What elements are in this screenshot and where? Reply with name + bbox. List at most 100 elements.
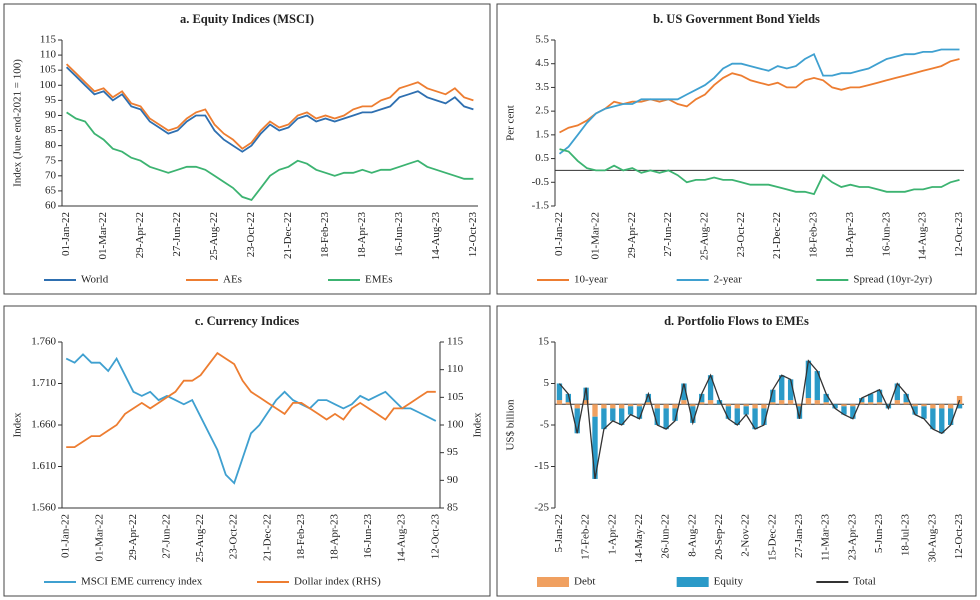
x-tick-label: 18-Feb-23 <box>295 514 307 560</box>
bar <box>627 406 634 415</box>
bar <box>770 389 776 403</box>
y-tick-label: 1.660 <box>31 419 56 431</box>
bar <box>672 404 678 409</box>
bar <box>947 404 954 409</box>
y-tick-label: -0.5 <box>532 176 550 188</box>
bar <box>681 400 687 405</box>
y2-tick-label: 105 <box>447 391 464 403</box>
x-tick-label: 21-Dec-22 <box>261 514 273 561</box>
y-tick-label: 3.5 <box>535 81 549 93</box>
bar <box>707 400 714 405</box>
bar <box>779 400 785 405</box>
x-tick-label: 27-Jun-22 <box>171 212 183 257</box>
series-line <box>559 148 960 196</box>
x-tick-label: 14-May-22 <box>633 514 645 564</box>
x-tick-label: 5-Jan-22 <box>553 514 565 553</box>
bar <box>565 402 572 405</box>
x-tick-label: 25-Aug-22 <box>194 514 206 562</box>
bar <box>743 404 749 407</box>
chart-title: d. Portfolio Flows to EMEs <box>664 314 809 328</box>
x-tick-label: 01-Mar-22 <box>589 212 601 259</box>
bar <box>592 416 598 479</box>
panel: b. US Government Bond Yields -1.5 -0.5 0.5 1… <box>496 3 977 295</box>
y-tick-label: -25 <box>534 502 549 514</box>
y-tick-label: 65 <box>45 184 57 196</box>
y2-tick-label: 95 <box>447 446 459 458</box>
bar <box>939 408 945 434</box>
bar <box>610 408 616 421</box>
bar <box>734 404 740 409</box>
bar <box>841 406 847 415</box>
bar <box>894 400 900 405</box>
y-tick-label: 60 <box>45 200 57 212</box>
y-tick-label: 95 <box>45 94 57 106</box>
x-tick-label: 1-Apr-22 <box>606 514 618 555</box>
x-tick-label: 16-Jun-23 <box>880 212 892 257</box>
bar <box>930 408 936 430</box>
bar <box>859 398 865 403</box>
legend-label: Debt <box>574 576 595 588</box>
series-line <box>558 359 961 480</box>
y2-axis-label: Index <box>472 412 484 438</box>
chart-title: c. Currency Indices <box>195 314 299 328</box>
x-tick-label: 12-Oct-23 <box>429 514 441 560</box>
bar <box>601 404 607 409</box>
bar <box>654 408 660 425</box>
bar <box>752 408 758 430</box>
series-line <box>559 58 960 134</box>
bar <box>610 404 616 409</box>
y-axis-label: Index (June end-2021 = 100) <box>12 59 24 187</box>
bar <box>805 360 812 399</box>
x-tick-label: 26-Jun-22 <box>660 514 672 559</box>
y-tick-label: -1.5 <box>532 200 550 212</box>
bar <box>850 406 856 419</box>
y-tick-label: 1.610 <box>31 460 56 472</box>
y-tick-label: 1.5 <box>535 128 549 140</box>
bar <box>876 389 883 403</box>
y2-tick-label: 115 <box>447 336 464 348</box>
x-tick-label: 25-Aug-22 <box>698 212 710 260</box>
series-line <box>66 111 474 202</box>
bar <box>716 400 723 405</box>
bar <box>565 393 572 403</box>
bar <box>841 404 847 407</box>
bar <box>832 404 838 409</box>
y-tick-label: 75 <box>45 154 57 166</box>
bar <box>805 398 812 405</box>
bar <box>761 408 767 425</box>
bar <box>636 404 643 407</box>
series-line <box>66 351 436 448</box>
y2-tick-label: 85 <box>447 502 459 514</box>
y-tick-label: 80 <box>45 139 57 151</box>
bar <box>894 383 900 401</box>
x-tick-label: 01-Mar-22 <box>93 514 105 561</box>
bar <box>556 400 563 405</box>
bar <box>601 408 607 430</box>
y-tick-label: 1.760 <box>31 336 56 348</box>
bar <box>823 402 829 405</box>
x-tick-label: 30-Aug-23 <box>926 514 938 563</box>
x-tick-label: 18-Apr-23 <box>844 212 856 259</box>
legend-label: 2-year <box>714 274 742 286</box>
x-tick-label: 8-Aug-22 <box>686 514 698 557</box>
y-tick-label: 70 <box>45 169 57 181</box>
bar <box>859 402 865 405</box>
x-tick-label: 18-Jul-23 <box>900 514 912 557</box>
legend-label: Equity <box>714 576 744 588</box>
x-tick-label: 17-Feb-22 <box>580 514 592 560</box>
bar <box>850 404 856 407</box>
legend-swatch <box>537 577 569 587</box>
bar <box>903 402 909 405</box>
bar <box>583 400 589 405</box>
y-tick-label: 2.5 <box>535 105 549 117</box>
x-tick-label: 27-Jan-23 <box>793 514 805 558</box>
x-tick-label: 21-Dec-22 <box>282 212 294 259</box>
x-tick-label: 2-Nov-22 <box>740 514 752 557</box>
bar <box>574 404 580 409</box>
panel: c. Currency Indices 1.560 1.610 1.660 1.710 1… <box>3 305 491 597</box>
x-tick-label: 16-Jun-23 <box>362 514 374 559</box>
bar <box>796 404 803 407</box>
x-tick-label: 11-Mar-23 <box>820 514 832 562</box>
x-tick-label: 29-Apr-22 <box>127 514 139 560</box>
x-tick-label: 21-Dec-22 <box>771 212 783 259</box>
